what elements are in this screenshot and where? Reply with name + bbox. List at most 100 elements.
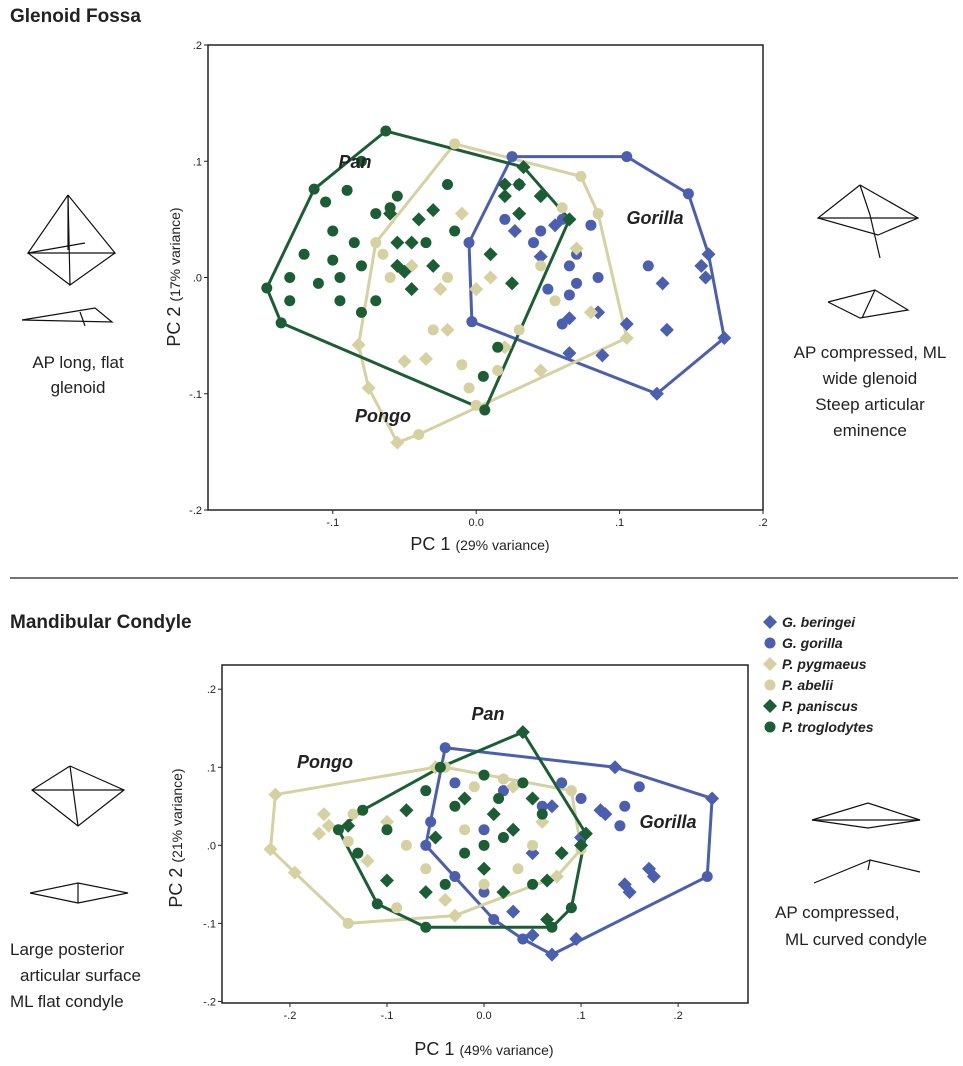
diamond-point (390, 436, 404, 450)
diamond-point (496, 885, 510, 899)
group-label: Pongo (297, 752, 353, 772)
figure: Glenoid Fossa-.10.0.1.2.2.1.0-.1-.2PC 1(… (0, 0, 963, 1066)
circle-point (593, 208, 604, 219)
diamond-point (458, 791, 472, 805)
circle-point (683, 188, 694, 199)
x-tick-label: 0.0 (469, 517, 484, 529)
group-label: Pan (338, 152, 371, 172)
circle-point (370, 208, 381, 219)
circle-point (343, 836, 354, 847)
diamond-point (484, 271, 498, 285)
y-tick-label: .2 (207, 684, 216, 696)
circle-point (488, 914, 499, 925)
group-label: Gorilla (639, 812, 696, 832)
circle-point (499, 214, 510, 225)
side-note: eminence (833, 421, 907, 440)
y-axis-title: PC 2 (164, 307, 184, 347)
side-note: ML flat condyle (10, 992, 124, 1011)
side-note: Large posterior (10, 940, 125, 959)
diamond-point (508, 224, 522, 238)
diamond-point (448, 909, 462, 923)
legend-label: P. paniscus (782, 698, 858, 714)
circle-point (449, 138, 460, 149)
side-note: AP compressed, (775, 903, 899, 922)
circle-point (425, 816, 436, 827)
y-axis-title: PC 2 (166, 868, 186, 908)
y-tick-label: .1 (207, 762, 216, 774)
circle-point (498, 832, 509, 843)
circle-point (420, 785, 431, 796)
circle-point (493, 793, 504, 804)
legend-label: P. troglodytes (782, 719, 874, 735)
side-note: articular surface (20, 966, 141, 985)
y-tick-label: -.2 (189, 505, 202, 517)
circle-point (535, 260, 546, 271)
x-tick-label: .1 (615, 517, 624, 529)
circle-point (435, 762, 446, 773)
diamond-point (584, 305, 598, 319)
circle-point (621, 151, 632, 162)
circle-point (420, 863, 431, 874)
circle-point (334, 295, 345, 306)
circle-point (413, 429, 424, 440)
circle-point (557, 319, 568, 330)
x-tick-label: 0.0 (476, 1010, 491, 1022)
circle-point (585, 220, 596, 231)
circle-point (356, 307, 367, 318)
circle-point (449, 801, 460, 812)
circle-point (593, 272, 604, 283)
circle-point (284, 272, 295, 283)
legend-label: G. beringei (782, 614, 856, 630)
circle-point (542, 284, 553, 295)
side-note: glenoid (51, 378, 106, 397)
circle-point (284, 295, 295, 306)
circle-point (370, 295, 381, 306)
circle-point (498, 773, 509, 784)
circle-point (370, 237, 381, 248)
circle-point (466, 316, 477, 327)
y-axis-label: PC 2(17% variance) (164, 207, 184, 346)
circle-point (634, 781, 645, 792)
diamond-point (426, 259, 440, 273)
circle-point (469, 781, 480, 792)
y-tick-label: .1 (193, 156, 202, 168)
circle-point (420, 840, 431, 851)
x-tick-label: .2 (674, 1010, 683, 1022)
chart-panel: Mandibular Condyle-.2-.10.0.1.2.2.1.0-.1… (10, 612, 927, 1059)
circle-point (564, 289, 575, 300)
diamond-point (405, 236, 419, 250)
diamond-point (455, 207, 469, 221)
circle-point (556, 777, 567, 788)
x-axis-title: PC 1 (414, 1039, 454, 1059)
circle-point (479, 770, 490, 781)
circle-point (449, 777, 460, 788)
diamond-point (433, 282, 447, 296)
diamond-point (702, 247, 716, 261)
legend-label: P. pygmaeus (782, 656, 867, 672)
circle-point (391, 902, 402, 913)
legend-swatch (763, 615, 777, 629)
diamond-point (419, 352, 433, 366)
circle-point (527, 879, 538, 890)
group-label: Gorilla (626, 208, 683, 228)
side-note: wide glenoid (822, 369, 918, 388)
circle-point (449, 871, 460, 882)
circle-point (575, 171, 586, 182)
circle-point (564, 260, 575, 271)
diamond-point (426, 203, 440, 217)
circle-point (385, 272, 396, 283)
diamond-point (660, 323, 674, 337)
circle-point (566, 902, 577, 913)
y-tick-label: .0 (193, 273, 202, 285)
y-tick-label: -.2 (203, 996, 216, 1008)
group-label: Pan (471, 704, 504, 724)
circle-point (528, 237, 539, 248)
circle-point (381, 824, 392, 835)
circle-point (456, 359, 467, 370)
circle-point (442, 272, 453, 283)
x-axis-label: PC 1(49% variance) (414, 1039, 553, 1059)
circle-point (357, 805, 368, 816)
diamond-point (412, 212, 426, 226)
diamond-point (352, 338, 366, 352)
y-tick-label: -.1 (189, 389, 202, 401)
